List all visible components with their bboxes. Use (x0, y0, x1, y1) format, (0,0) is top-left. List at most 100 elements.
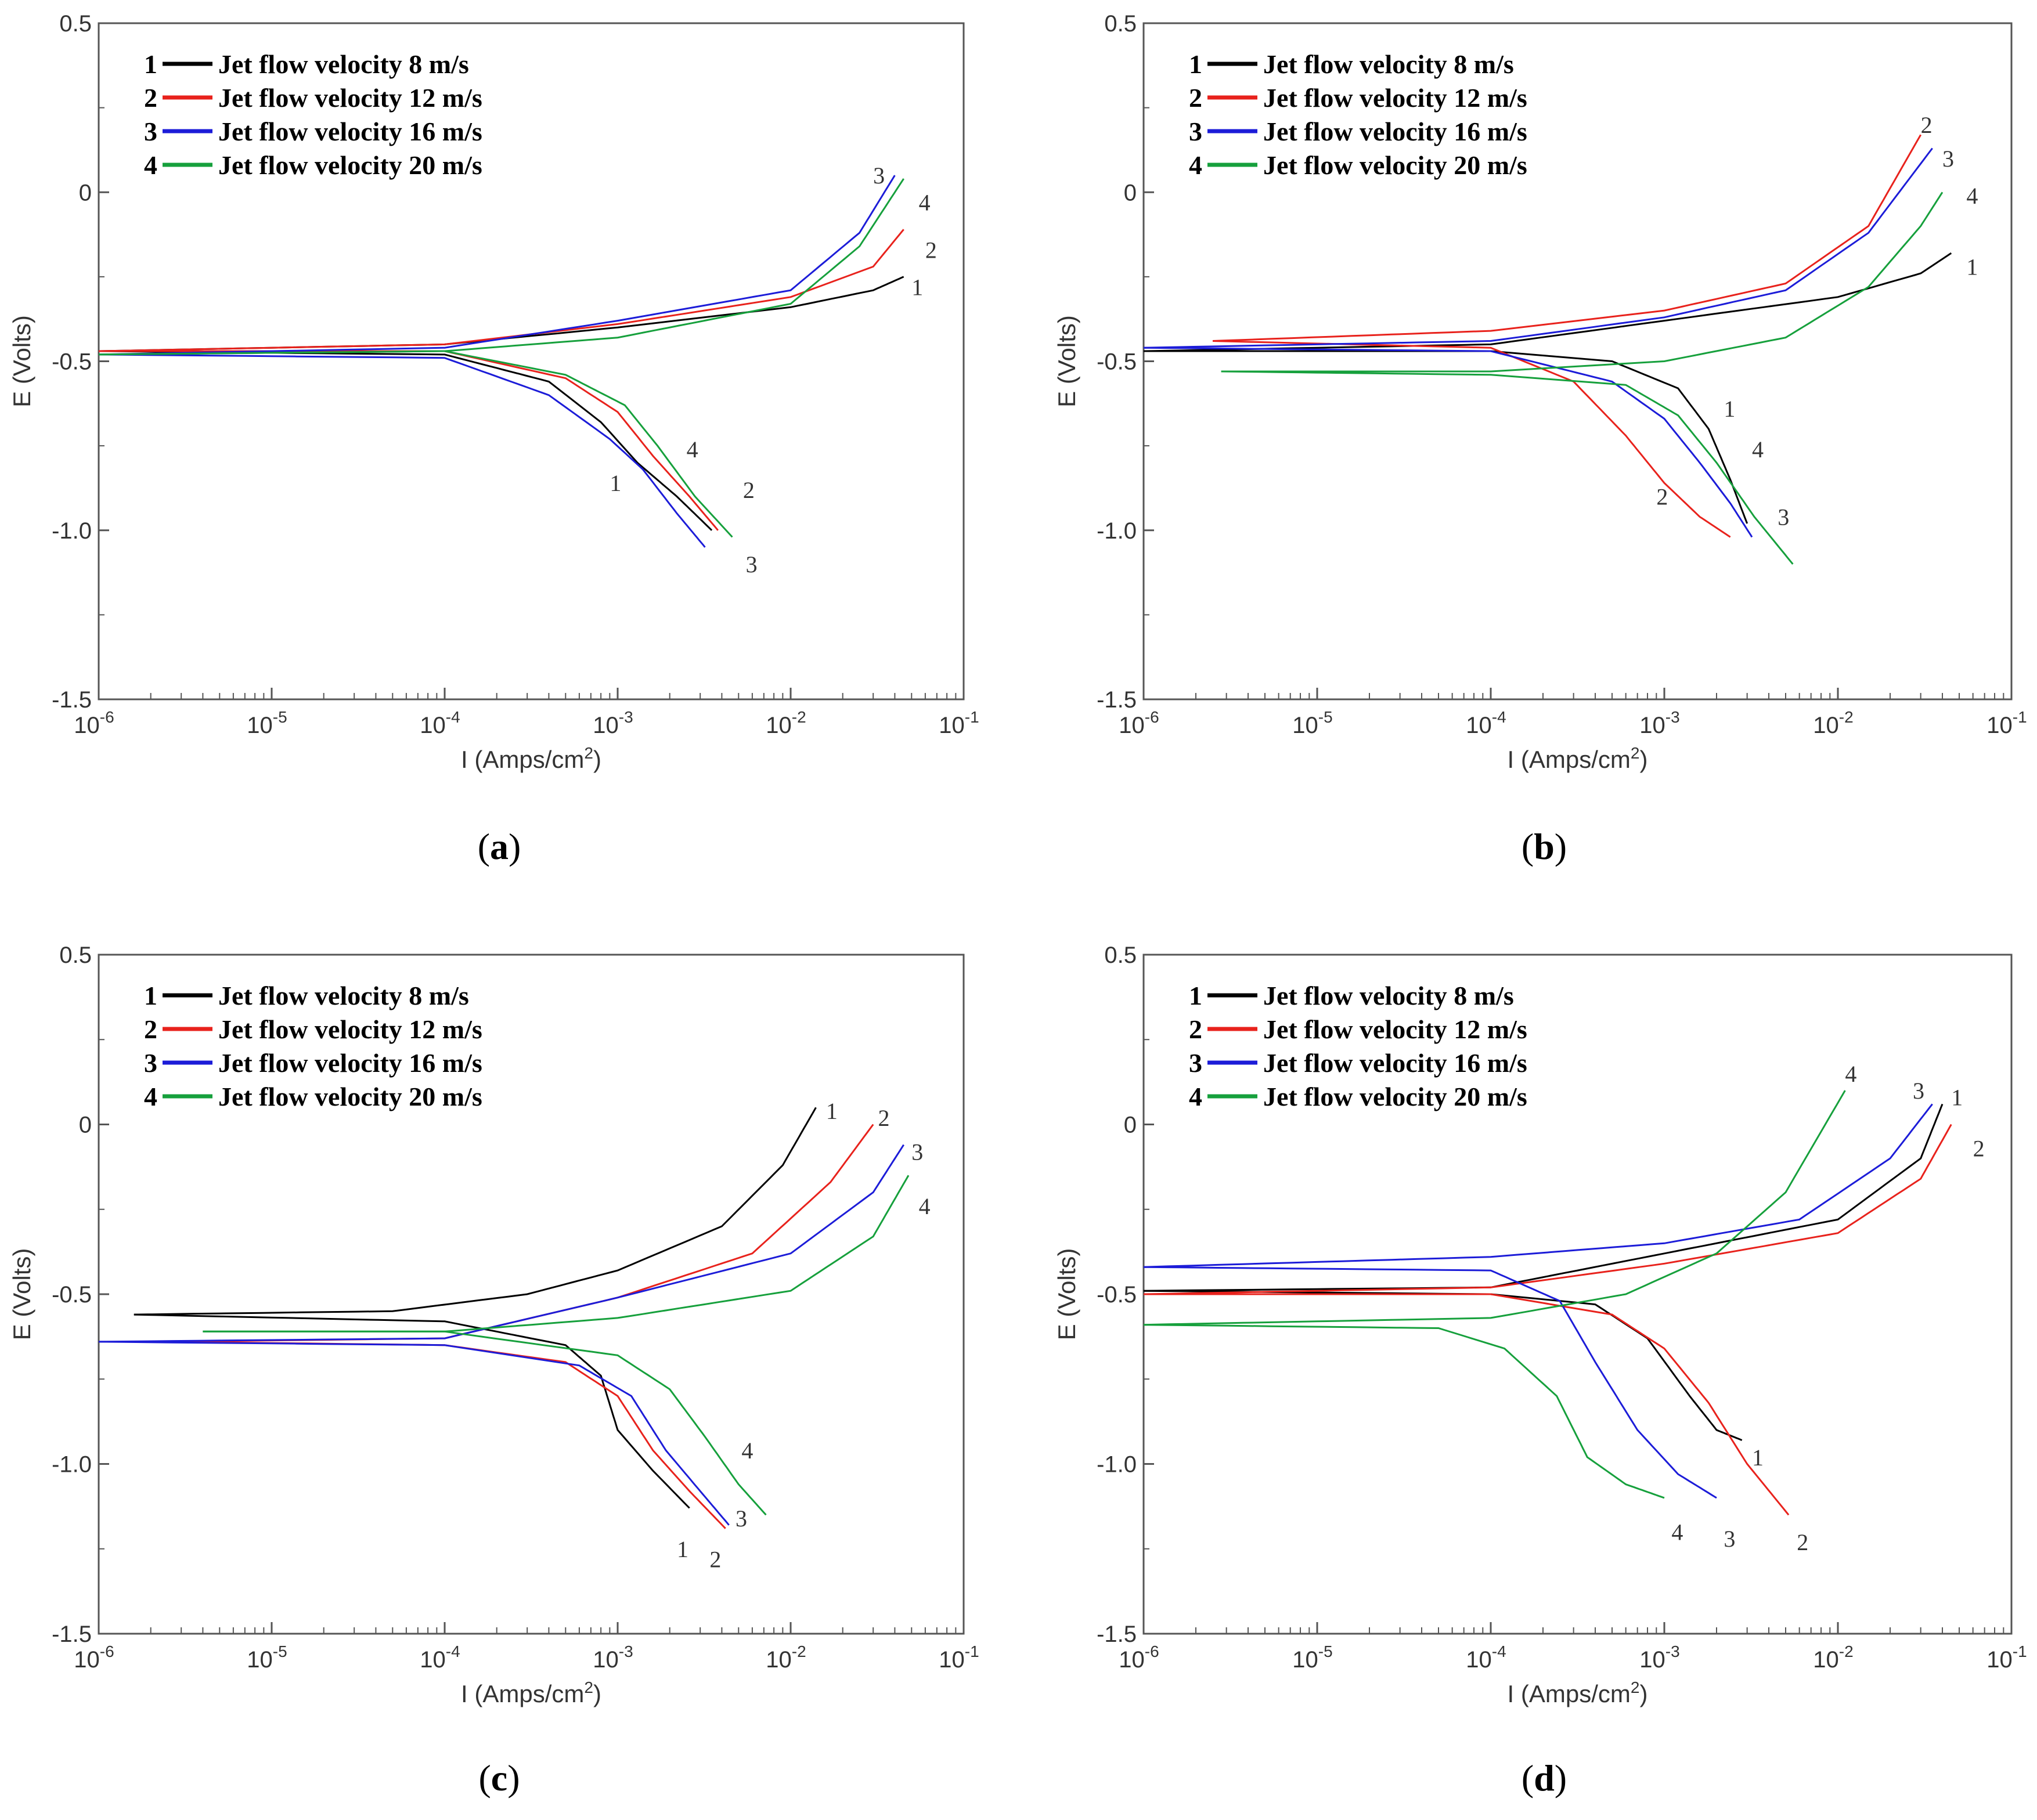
series-2-anodic-line (167, 1124, 874, 1343)
legend-label: Jet flow velocity 16 m/s (1263, 1048, 1527, 1078)
series-1-anodic-line (134, 1107, 817, 1316)
legend-number: 2 (1189, 1014, 1202, 1044)
legend-label: Jet flow velocity 16 m/s (1263, 117, 1527, 146)
legend-number: 4 (1189, 150, 1202, 180)
x-tick-label: 10-2 (766, 708, 806, 738)
legend-number: 4 (1189, 1082, 1202, 1111)
curve-label-1-anodic: 1 (911, 274, 923, 300)
series-2-cathodic-line (1212, 340, 1731, 538)
x-tick-label: 10-6 (1119, 1642, 1159, 1673)
legend-number: 2 (144, 83, 157, 113)
x-tick-label: 10-1 (1986, 708, 2027, 738)
x-tick-label: 10-3 (1639, 708, 1679, 738)
x-tick-label: 10-4 (420, 708, 460, 738)
series-4-cathodic-line (1143, 1324, 1665, 1499)
y-tick-label: -1.5 (1097, 687, 1137, 713)
legend-label: Jet flow velocity 12 m/s (218, 1014, 482, 1044)
x-tick-label: 10-6 (1119, 708, 1159, 738)
x-tick-label: 10-4 (420, 1642, 460, 1673)
series-3-anodic-line (98, 175, 896, 356)
y-tick-label: -1.0 (52, 518, 92, 544)
legend-label: Jet flow velocity 8 m/s (218, 49, 469, 79)
y-tick-label: 0.5 (1104, 943, 1137, 968)
series-3-cathodic-line (1143, 1266, 1717, 1499)
curve-label-2-anodic: 2 (1921, 112, 1933, 138)
y-axis-title: E (Volts) (1053, 315, 1080, 407)
x-axis-title: I (Amps/cm2) (1508, 1678, 1648, 1707)
y-axis-title: E (Volts) (8, 1248, 35, 1341)
legend-label: Jet flow velocity 8 m/s (1263, 49, 1514, 79)
series-4-anodic-line (1143, 1090, 1846, 1326)
x-tick-label: 10-5 (247, 1642, 287, 1673)
curve-label-4-anodic: 4 (919, 1193, 931, 1219)
curve-label-4-anodic: 4 (1966, 183, 1978, 209)
series-3-cathodic-line (1143, 346, 1753, 538)
y-tick-label: -1.5 (52, 687, 92, 713)
x-tick-label: 10-4 (1466, 1642, 1506, 1673)
series-1-anodic-line (1143, 252, 1952, 352)
y-tick-label: -1.0 (1097, 1452, 1137, 1478)
series-3-anodic-line (1143, 1103, 1933, 1268)
curve-label-1-anodic: 1 (826, 1098, 838, 1124)
panel-caption: (c) (478, 1757, 520, 1799)
series-4-cathodic-line (1221, 370, 1794, 565)
y-tick-label: -1.5 (1097, 1622, 1137, 1647)
legend-number: 1 (1189, 981, 1202, 1010)
legend-number: 2 (1189, 83, 1202, 113)
legend-number: 2 (144, 1014, 157, 1044)
legend-label: Jet flow velocity 12 m/s (1263, 1014, 1527, 1044)
x-tick-label: 10-2 (1813, 708, 1853, 738)
x-tick-label: 10-1 (1986, 1642, 2027, 1673)
legend-number: 1 (144, 49, 157, 79)
y-tick-label: 0.5 (1104, 11, 1137, 37)
x-tick-label: 10-3 (1639, 1642, 1679, 1673)
y-tick-label: 0.5 (59, 11, 92, 37)
series-4-anodic-line (98, 178, 904, 356)
curve-label-2-cathodic: 2 (1797, 1529, 1808, 1555)
y-tick-label: -1.0 (52, 1452, 92, 1478)
legend-number: 3 (144, 117, 157, 146)
series-3-anodic-line (98, 1144, 904, 1343)
legend-label: Jet flow velocity 20 m/s (1263, 1082, 1527, 1111)
y-axis-title: E (Volts) (8, 315, 35, 407)
y-axis-title: E (Volts) (1053, 1248, 1080, 1341)
x-tick-label: 10-3 (593, 1642, 633, 1673)
y-tick-label: 0 (79, 180, 92, 205)
x-tick-label: 10-3 (593, 708, 633, 738)
legend-number: 3 (1189, 1048, 1202, 1078)
curve-label-1-cathodic: 1 (1724, 396, 1735, 422)
y-tick-label: -0.5 (1097, 1282, 1137, 1308)
legend-label: Jet flow velocity 8 m/s (1263, 981, 1514, 1010)
legend-label: Jet flow velocity 12 m/s (218, 83, 482, 113)
panel-caption: (d) (1522, 1757, 1567, 1799)
y-tick-label: -0.5 (52, 349, 92, 375)
curve-label-4-cathodic: 4 (741, 1438, 753, 1464)
x-tick-label: 10-5 (1292, 708, 1332, 738)
curve-label-3-cathodic: 3 (746, 551, 758, 577)
legend-number: 4 (144, 1082, 157, 1111)
series-1-anodic-line (98, 276, 904, 352)
curve-label-4-anodic: 4 (1845, 1061, 1856, 1087)
y-tick-label: -1.0 (1097, 518, 1137, 544)
y-tick-label: 0 (1124, 1113, 1137, 1138)
curve-label-1-anodic: 1 (1966, 254, 1978, 280)
curve-label-4-cathodic: 4 (1752, 436, 1764, 463)
curve-label-3-anodic: 3 (911, 1139, 923, 1165)
curve-label-2-cathodic: 2 (709, 1546, 721, 1572)
curve-label-4-anodic: 4 (919, 190, 931, 216)
series-1-cathodic-line (1143, 1290, 1743, 1441)
x-tick-label: 10-5 (1292, 1642, 1332, 1673)
series-2-anodic-line (1143, 1124, 1952, 1295)
series-4-cathodic-line (98, 350, 733, 538)
curve-label-1-cathodic: 1 (1752, 1445, 1764, 1471)
x-tick-label: 10-2 (766, 1642, 806, 1673)
panel-caption: (b) (1522, 826, 1567, 867)
y-tick-label: 0.5 (59, 943, 92, 968)
legend-label: Jet flow velocity 20 m/s (1263, 150, 1527, 180)
series-4-anodic-line (1221, 192, 1944, 373)
series-4-anodic-line (203, 1175, 910, 1332)
legend-label: Jet flow velocity 20 m/s (218, 150, 482, 180)
legend-number: 1 (144, 981, 157, 1010)
curve-label-3-cathodic: 3 (1778, 504, 1789, 530)
